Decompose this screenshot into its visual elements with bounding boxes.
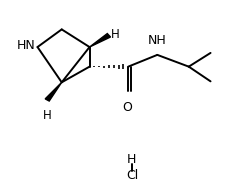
Text: O: O [123,101,132,114]
Text: Cl: Cl [126,169,138,182]
Text: H: H [43,109,52,122]
Polygon shape [90,34,111,47]
Text: HN: HN [17,39,36,52]
Text: H: H [111,28,120,41]
Polygon shape [45,82,62,101]
Text: H: H [127,153,136,166]
Text: NH: NH [148,34,167,47]
